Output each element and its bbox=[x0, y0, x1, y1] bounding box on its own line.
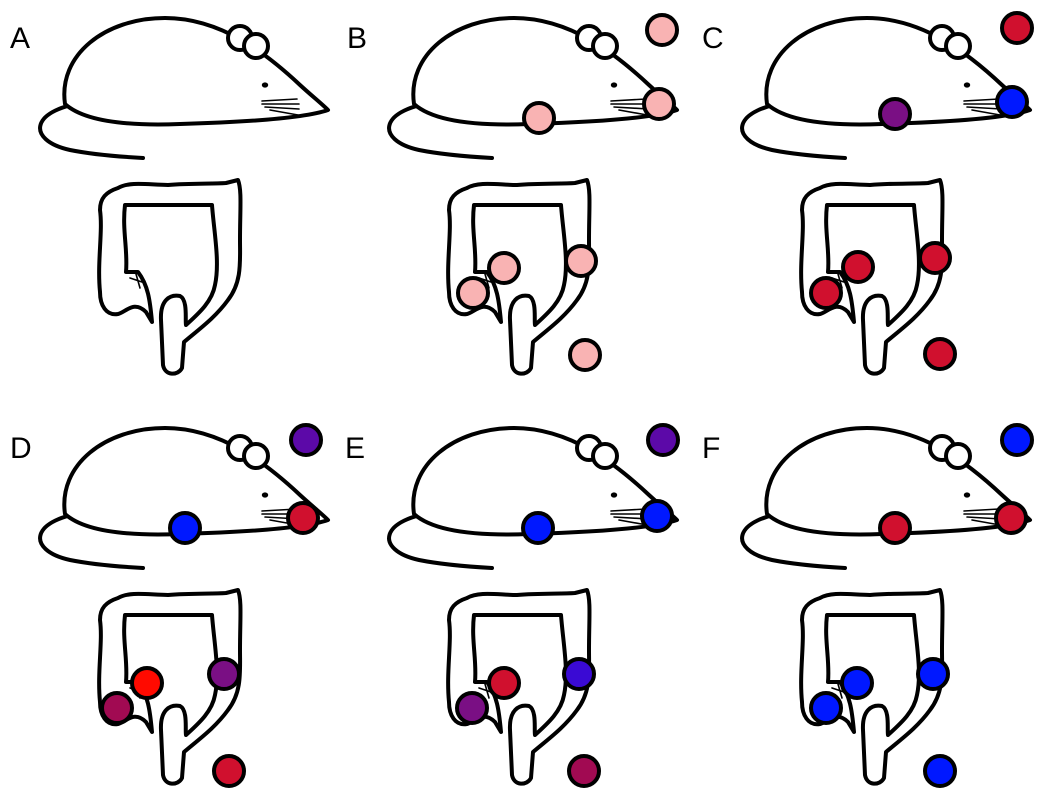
colon-top-left-dot bbox=[130, 666, 164, 700]
panel-b: B bbox=[347, 13, 679, 376]
colon-top-left-dot bbox=[840, 666, 874, 700]
panel-label-b: B bbox=[347, 22, 367, 55]
panel-label-e: E bbox=[345, 432, 365, 465]
mouse-drawing bbox=[38, 426, 330, 570]
body-dot bbox=[168, 511, 202, 545]
below-colon-dot bbox=[567, 754, 601, 788]
mouse-drawing bbox=[387, 426, 679, 570]
below-colon-dot bbox=[923, 337, 957, 371]
colon-right-dot bbox=[562, 657, 596, 691]
body-dot bbox=[521, 511, 555, 545]
mouse-drawing bbox=[387, 16, 679, 160]
colon-bottom-left-dot bbox=[456, 276, 490, 310]
reference-dot bbox=[645, 13, 679, 47]
colon-top-left-dot bbox=[841, 250, 875, 284]
reference-dot bbox=[1000, 423, 1034, 457]
below-colon-dot bbox=[212, 754, 246, 788]
below-colon-dot bbox=[568, 338, 602, 372]
nose-dot bbox=[640, 499, 674, 533]
body-dot bbox=[522, 101, 556, 135]
nose-dot bbox=[286, 501, 320, 535]
body-dot bbox=[878, 511, 912, 545]
panel-label-f: F bbox=[702, 432, 720, 465]
colon-bottom-left-dot bbox=[809, 691, 843, 725]
colon-bottom-left-dot bbox=[455, 691, 489, 725]
colon-top-left-dot bbox=[487, 666, 521, 700]
panel-c: C bbox=[702, 11, 1034, 376]
reference-dot bbox=[1000, 11, 1034, 45]
panel-label-c: C bbox=[702, 22, 724, 55]
body-dot bbox=[878, 97, 912, 131]
panel-e: E bbox=[345, 423, 680, 788]
reference-dot bbox=[646, 423, 680, 457]
nose-dot bbox=[995, 85, 1029, 119]
colon-bottom-left-dot bbox=[100, 691, 134, 725]
nose-dot bbox=[642, 87, 676, 121]
colon-right-dot bbox=[916, 657, 950, 691]
colon-right-dot bbox=[564, 244, 598, 278]
colon-drawing bbox=[97, 178, 243, 376]
mouse-drawing bbox=[38, 16, 330, 160]
reference-dot bbox=[289, 423, 323, 457]
colon-right-dot bbox=[918, 241, 952, 275]
mouse-drawing bbox=[740, 16, 1032, 160]
nose-dot bbox=[994, 501, 1028, 535]
mouse-drawing bbox=[740, 426, 1032, 570]
colon-top-left-dot bbox=[487, 251, 521, 285]
colon-right-dot bbox=[207, 657, 241, 691]
below-colon-dot bbox=[923, 754, 957, 788]
panel-d: D bbox=[10, 423, 330, 788]
panel-f: F bbox=[702, 423, 1034, 788]
panel-label-a: A bbox=[10, 22, 30, 55]
panel-a: A bbox=[10, 16, 330, 376]
panel-label-d: D bbox=[10, 432, 32, 465]
colon-bottom-left-dot bbox=[809, 276, 843, 310]
